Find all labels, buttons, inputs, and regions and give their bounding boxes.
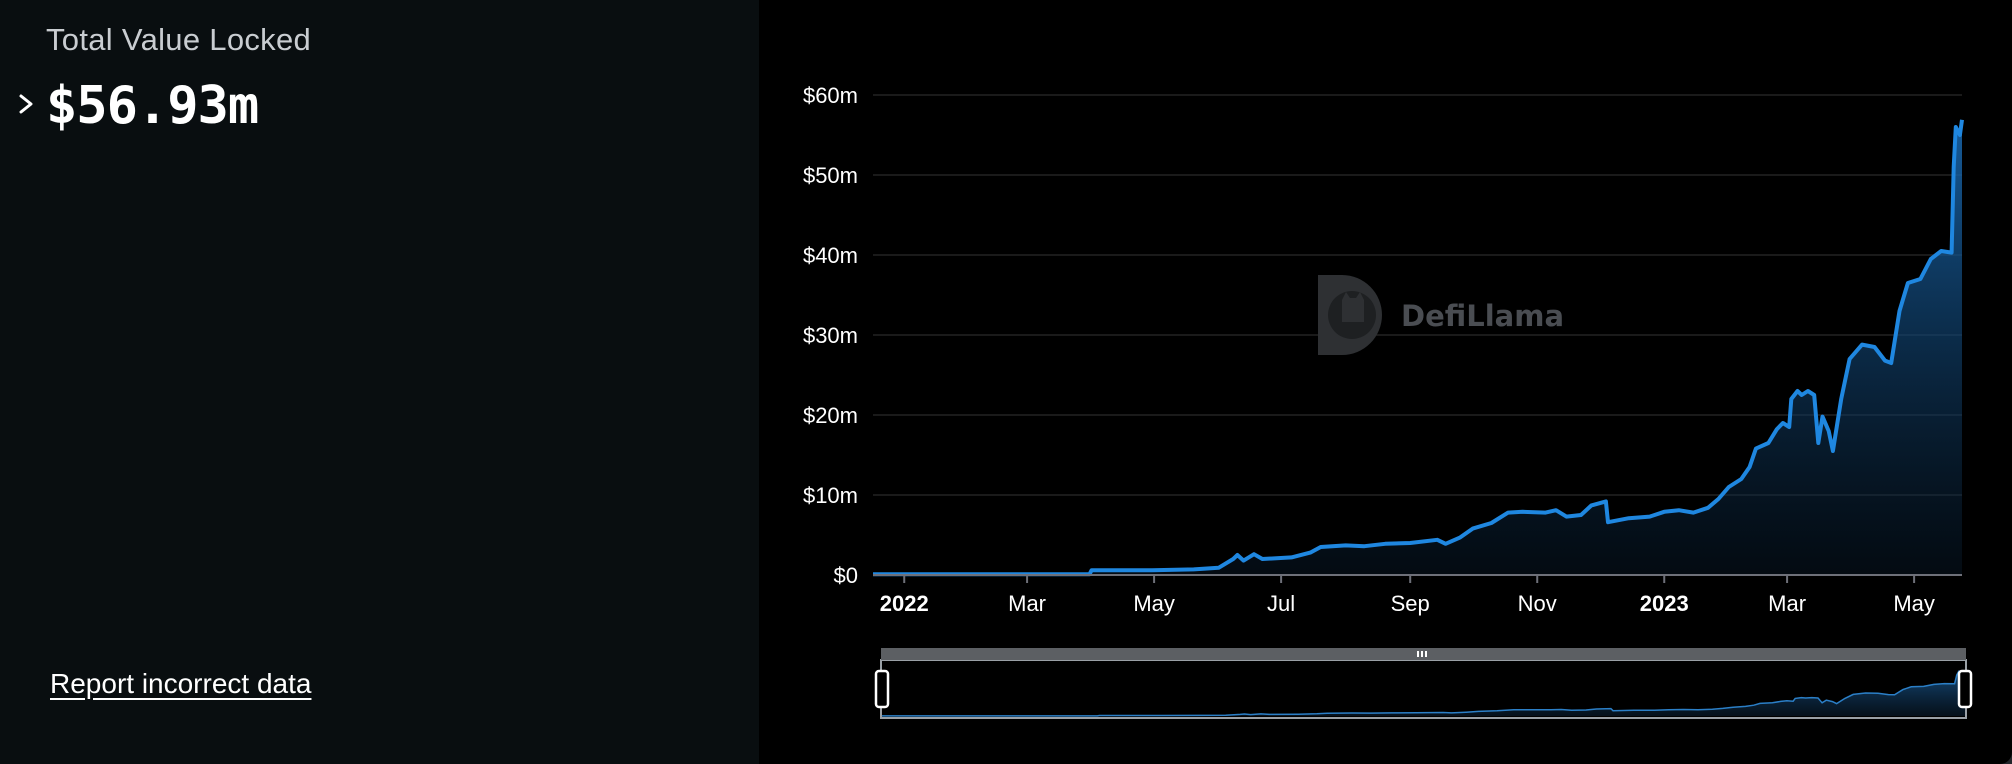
y-tick-label: $10m (803, 483, 858, 508)
x-tick-label: Sep (1391, 591, 1430, 616)
zoom-preview-line (882, 669, 1966, 717)
y-axis-ticks: $0 $10m $20m $30m $40m $50m $60m (803, 83, 858, 588)
x-tick-label: Mar (1768, 591, 1806, 616)
y-tick-label: $40m (803, 243, 858, 268)
tvl-area-fill (873, 119, 1962, 576)
report-incorrect-data-link[interactable]: Report incorrect data (50, 668, 312, 699)
y-tick-label: $30m (803, 323, 858, 348)
y-tick-label: $0 (834, 563, 858, 588)
zoom-handle-left[interactable] (874, 669, 890, 709)
x-axis-ticks: 2022 Mar May Jul Sep Nov 2023 Mar May (880, 575, 1935, 616)
tvl-value: $56.93m (46, 76, 259, 136)
y-tick-label: $60m (803, 83, 858, 108)
zoom-handle-right[interactable] (1957, 669, 1973, 709)
zoom-slider-move-bar[interactable] (881, 648, 1966, 660)
defillama-watermark: DefiLlama (1318, 275, 1564, 355)
tvl-summary-panel: Total Value Locked $56.93m Report incorr… (0, 0, 759, 764)
x-tick-label: 2022 (880, 591, 929, 616)
x-tick-label: 2023 (1640, 591, 1689, 616)
x-tick-label: Jul (1267, 591, 1295, 616)
chevron-right-icon[interactable] (14, 86, 40, 122)
grip-icon (1417, 651, 1427, 657)
y-tick-label: $50m (803, 163, 858, 188)
x-tick-label: May (1133, 591, 1175, 616)
zoom-preview-area (882, 670, 1965, 716)
x-tick-label: May (1893, 591, 1935, 616)
x-tick-label: Nov (1518, 591, 1557, 616)
chart-panel (759, 0, 2012, 764)
watermark-text: DefiLlama (1401, 299, 1564, 333)
y-tick-label: $20m (803, 403, 858, 428)
chart-gridlines (873, 94, 1962, 496)
tvl-label: Total Value Locked (46, 22, 312, 57)
x-tick-label: Mar (1008, 591, 1046, 616)
tvl-series-line (873, 119, 1964, 577)
data-zoom-slider[interactable] (874, 648, 1973, 719)
